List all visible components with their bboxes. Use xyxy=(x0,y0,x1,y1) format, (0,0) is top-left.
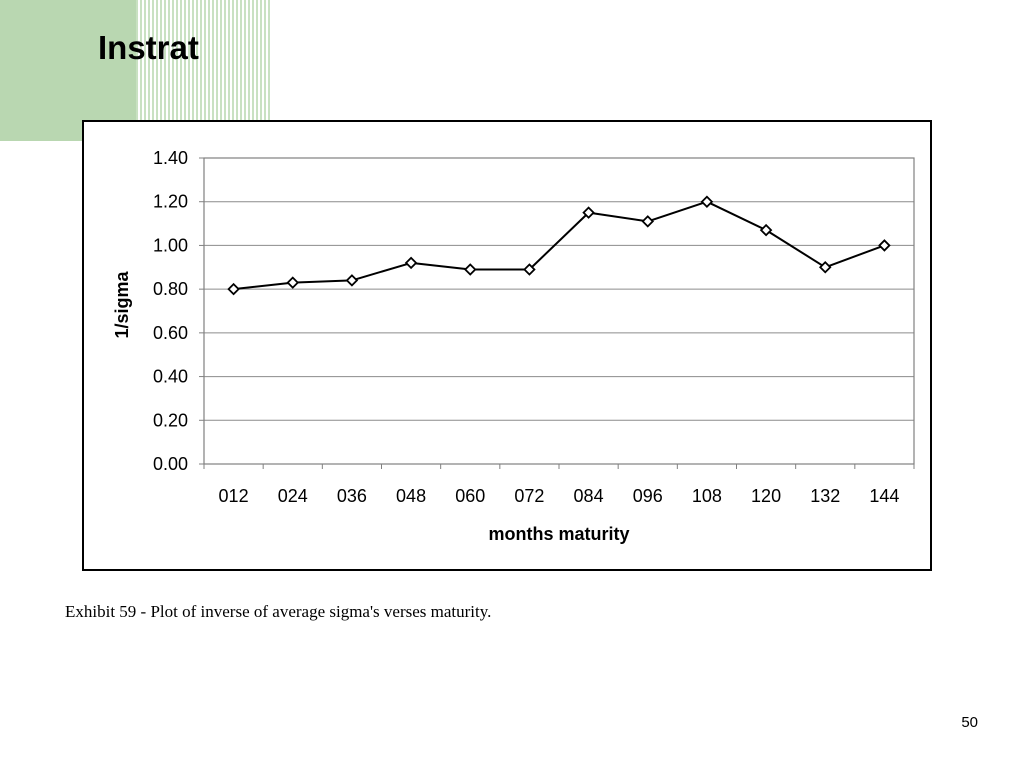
data-point-marker xyxy=(404,256,418,270)
y-axis-tick-labels: 0.00 0.20 0.40 0.60 0.80 1.00 1.20 1.40 xyxy=(153,148,188,474)
y-tick-label: 1.00 xyxy=(153,235,188,255)
data-point-marker xyxy=(878,239,891,252)
x-axis-tick-labels: 012 024 036 048 060 072 084 096 108 120 132 144 xyxy=(219,486,900,506)
gridlines xyxy=(204,201,914,421)
x-tick-label: 144 xyxy=(869,486,899,506)
x-tick-label: 084 xyxy=(574,486,604,506)
y-tick-label: 0.60 xyxy=(153,323,188,343)
y-tick-label: 0.00 xyxy=(153,454,188,474)
data-point-marker xyxy=(345,274,359,287)
x-tick-label: 072 xyxy=(514,486,544,506)
series-layer xyxy=(227,195,891,296)
data-point-marker xyxy=(759,223,773,237)
y-tick-label: 0.80 xyxy=(153,279,188,299)
y-tick-label: 0.40 xyxy=(153,367,188,387)
x-tick-label: 060 xyxy=(455,486,485,506)
data-point-marker xyxy=(582,206,595,219)
x-tick-label: 048 xyxy=(396,486,426,506)
x-tick-label: 120 xyxy=(751,486,781,506)
plot-area-border xyxy=(203,157,915,465)
x-tick-label: 024 xyxy=(278,486,308,506)
chart-frame: 0.00 0.20 0.40 0.60 0.80 1.00 1.20 1.40 012 024 0… xyxy=(82,120,932,571)
x-tick-label: 132 xyxy=(810,486,840,506)
axes xyxy=(199,157,915,469)
data-point-marker xyxy=(641,215,655,228)
data-point-marker xyxy=(227,282,240,296)
y-tick-label: 0.20 xyxy=(153,410,188,430)
data-point-marker xyxy=(286,276,300,289)
slide-title: Instrat xyxy=(98,29,199,66)
series-line xyxy=(233,200,885,291)
decorative-stripes xyxy=(136,0,272,120)
data-point-marker xyxy=(818,261,832,274)
page-number: 50 xyxy=(961,714,978,731)
data-point-marker xyxy=(700,195,714,208)
y-axis-title: 1/sigma xyxy=(112,271,132,339)
x-axis-title: months maturity xyxy=(488,524,629,544)
data-point-marker xyxy=(523,263,536,276)
x-tick-label: 108 xyxy=(692,486,722,506)
data-point-marker xyxy=(463,263,477,276)
y-tick-label: 1.40 xyxy=(153,148,188,168)
y-tick-label: 1.20 xyxy=(153,192,188,212)
x-tick-label: 012 xyxy=(219,486,249,506)
x-tick-label: 096 xyxy=(633,486,663,506)
figure-caption: Exhibit 59 - Plot of inverse of average … xyxy=(65,602,492,621)
x-tick-label: 036 xyxy=(337,486,367,506)
line-chart: 0.000.200.400.600.801.001.201.40 012 024 0… xyxy=(112,148,915,544)
decorative-green-block xyxy=(0,0,136,141)
